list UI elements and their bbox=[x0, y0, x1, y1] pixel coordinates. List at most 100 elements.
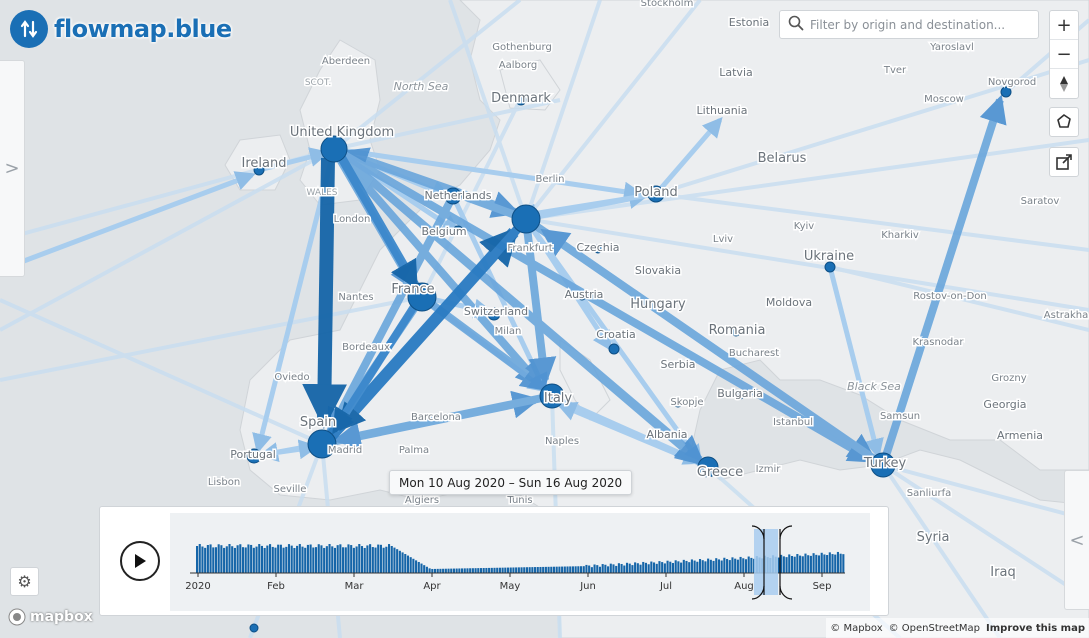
search-input[interactable] bbox=[810, 17, 1030, 32]
settings-button[interactable]: ⚙ bbox=[10, 567, 39, 596]
selected-range[interactable] bbox=[754, 529, 778, 595]
node-spain[interactable] bbox=[307, 429, 337, 459]
histogram-bar bbox=[804, 553, 807, 573]
histogram-bar bbox=[669, 561, 672, 573]
open-external-button[interactable] bbox=[1049, 147, 1079, 177]
play-button[interactable] bbox=[120, 541, 160, 581]
node-belgium[interactable] bbox=[452, 225, 464, 237]
improve-map-link[interactable]: Improve this map bbox=[986, 622, 1085, 634]
node-croatia[interactable] bbox=[608, 343, 620, 355]
node-russia[interactable] bbox=[1000, 86, 1012, 98]
histogram-bar bbox=[236, 545, 239, 573]
histogram-bar bbox=[477, 568, 480, 573]
node-poland[interactable] bbox=[647, 185, 665, 203]
node-netherlands[interactable] bbox=[444, 187, 462, 205]
histogram-bar bbox=[647, 564, 650, 573]
node-portugal[interactable] bbox=[246, 448, 262, 464]
node-romania[interactable] bbox=[731, 327, 741, 337]
node-austria[interactable] bbox=[577, 291, 587, 301]
histogram-bar bbox=[634, 562, 637, 573]
histogram-bar bbox=[496, 567, 499, 573]
right-panel-toggle[interactable]: < bbox=[1064, 470, 1089, 610]
timeline-tick-label: 2020 bbox=[185, 581, 210, 592]
label-region: SCOT. bbox=[305, 78, 331, 88]
label-city: Gothenburg bbox=[492, 42, 552, 53]
histogram-bar bbox=[331, 546, 334, 573]
node-germany[interactable] bbox=[511, 204, 541, 234]
compass-button[interactable] bbox=[1050, 69, 1078, 98]
time-range-selector[interactable] bbox=[751, 525, 793, 600]
histogram-bar bbox=[728, 560, 731, 573]
node-france[interactable] bbox=[407, 282, 437, 312]
mapbox-logo[interactable]: mapbox bbox=[8, 608, 93, 626]
histogram-bar bbox=[263, 547, 266, 573]
origin-destination-filter[interactable] bbox=[779, 10, 1039, 39]
histogram-bar bbox=[636, 563, 639, 573]
histogram-bar bbox=[631, 565, 634, 573]
histogram-bar bbox=[287, 544, 291, 573]
histogram-bar bbox=[420, 563, 423, 573]
label-country: Latvia bbox=[719, 66, 753, 79]
node-north-macedonia[interactable] bbox=[674, 400, 682, 408]
histogram-bars bbox=[196, 544, 845, 573]
node-switzerland[interactable] bbox=[487, 307, 501, 321]
label-city: Novgorod bbox=[988, 77, 1036, 88]
node-turkey[interactable] bbox=[870, 452, 896, 478]
histogram-bar bbox=[661, 562, 664, 573]
histogram-bar bbox=[217, 544, 220, 573]
map-attribution: © Mapbox © OpenStreetMap Improve this ma… bbox=[826, 618, 1089, 638]
histogram-bar bbox=[698, 559, 702, 573]
histogram-bar bbox=[701, 560, 704, 573]
major-flows bbox=[302, 152, 524, 442]
range-handle-right-top[interactable] bbox=[779, 525, 793, 540]
histogram-bar bbox=[282, 547, 285, 573]
map-zoom-controls: + − bbox=[1049, 10, 1079, 99]
attribution-mapbox[interactable]: © Mapbox bbox=[830, 622, 883, 634]
node-greece[interactable] bbox=[697, 456, 719, 478]
histogram-bar bbox=[826, 555, 829, 573]
histogram-bar bbox=[412, 558, 415, 573]
histogram-bar bbox=[417, 561, 420, 573]
histogram-bar bbox=[552, 566, 556, 573]
range-handle-left-bottom[interactable] bbox=[751, 585, 765, 600]
histogram-bar bbox=[442, 568, 445, 573]
node-bulgaria[interactable] bbox=[735, 390, 745, 400]
histogram-bar bbox=[628, 563, 631, 573]
lasso-select-button[interactable] bbox=[1049, 107, 1079, 137]
histogram-bar bbox=[455, 568, 458, 573]
node-czechia[interactable] bbox=[593, 244, 603, 254]
histogram-bar bbox=[520, 567, 523, 573]
histogram-bar bbox=[517, 567, 520, 573]
flowmap-arrows-icon bbox=[10, 10, 48, 48]
zoom-out-button[interactable]: − bbox=[1050, 40, 1078, 69]
label-country: United Kingdom bbox=[290, 125, 394, 140]
timeline-tick-label: Jul bbox=[659, 581, 672, 592]
brand[interactable]: flowmap.blue bbox=[10, 10, 232, 48]
timeline-histogram-area[interactable]: 2020 Feb Mar Apr May Jun Jul Aug Sep bbox=[170, 513, 870, 611]
histogram-bar bbox=[214, 547, 218, 573]
timeline-histogram[interactable]: 2020 Feb Mar Apr May Jun Jul Aug Sep bbox=[170, 513, 870, 611]
range-handle-left-top[interactable] bbox=[751, 525, 765, 540]
histogram-bar bbox=[196, 546, 199, 573]
zoom-in-button[interactable]: + bbox=[1050, 11, 1078, 40]
node-italy[interactable] bbox=[539, 383, 565, 409]
node-canary[interactable] bbox=[249, 623, 259, 633]
node-ireland[interactable] bbox=[253, 164, 265, 176]
histogram-bar bbox=[836, 551, 839, 573]
label-country: Serbia bbox=[660, 358, 695, 371]
label-city: Aberdeen bbox=[322, 56, 370, 67]
node-united-kingdom[interactable] bbox=[320, 135, 348, 163]
histogram-bar bbox=[612, 564, 615, 573]
node-denmark[interactable] bbox=[515, 94, 527, 106]
left-panel-toggle[interactable]: > bbox=[0, 60, 25, 277]
node-ukraine[interactable] bbox=[824, 261, 836, 273]
histogram-bar bbox=[579, 566, 583, 573]
label-country: Hungary bbox=[630, 297, 686, 312]
histogram-bar bbox=[439, 568, 442, 573]
label-sea: Black Sea bbox=[847, 380, 901, 393]
range-handle-right-bottom[interactable] bbox=[779, 585, 793, 600]
histogram-bar bbox=[663, 563, 666, 573]
label-country: Ireland bbox=[242, 156, 287, 171]
attribution-osm[interactable]: © OpenStreetMap bbox=[888, 622, 981, 634]
